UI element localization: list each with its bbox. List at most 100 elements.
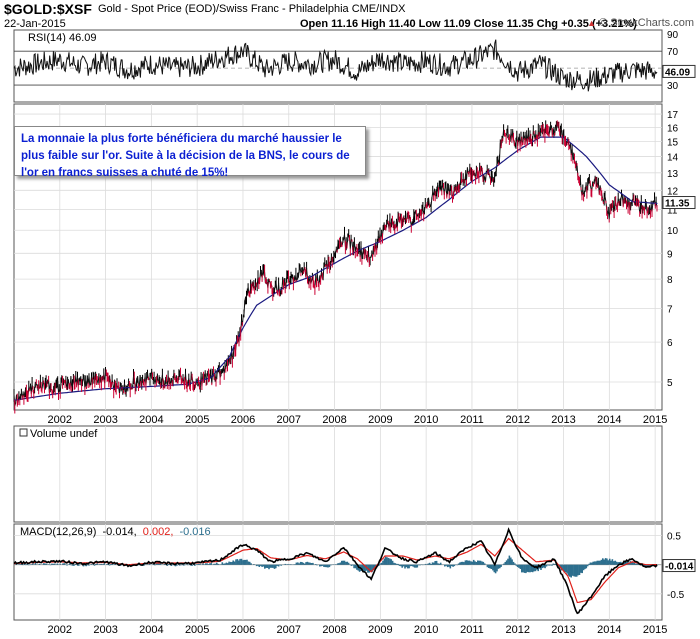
rsi-y-tick-label: 90	[667, 30, 679, 41]
histogram-bar	[242, 560, 244, 565]
histogram-bar	[308, 562, 310, 565]
histogram-bar	[486, 564, 489, 568]
histogram-bar	[235, 559, 237, 565]
histogram-bar	[31, 563, 34, 565]
histogram-bar	[233, 561, 236, 565]
histogram-bar	[424, 563, 427, 565]
histogram-bar	[573, 564, 575, 577]
histogram-bar	[306, 561, 309, 565]
histogram-bar	[273, 564, 276, 569]
histogram-bar	[303, 563, 306, 565]
stockcharts-logo-icon: ▲	[587, 18, 597, 28]
histogram-bar	[589, 562, 592, 565]
histogram-bar	[581, 564, 583, 574]
histogram-bar	[302, 562, 305, 565]
histogram-bar	[448, 564, 450, 567]
histogram-bar	[617, 562, 619, 565]
histogram-bar	[633, 562, 636, 565]
histogram-bar	[394, 563, 397, 565]
histogram-bar	[586, 564, 589, 567]
histogram-bar	[111, 563, 114, 565]
histogram-bar	[107, 563, 109, 565]
histogram-bar	[614, 560, 616, 565]
histogram-bar	[389, 558, 391, 565]
rsi-line	[13, 39, 658, 92]
histogram-bar	[481, 561, 483, 565]
histogram-bar	[328, 564, 331, 568]
histogram-bar	[471, 561, 474, 565]
histogram-bar	[493, 564, 496, 573]
macd-panel: 0.5 -0.5 2002 2003 2004 2005 2006 2007 2008 2009…	[13, 523, 696, 636]
ohlc-summary: Open 11.16 High 11.40 Low 11.09 Close 11…	[300, 18, 637, 30]
histogram-bar	[27, 564, 30, 566]
stockcharts-credit[interactable]: ▲ © StockCharts.com	[587, 17, 694, 29]
histogram-bar	[237, 560, 240, 565]
price-y-tick-label: 16	[667, 123, 679, 134]
histogram-bar	[600, 559, 603, 565]
histogram-bar	[187, 564, 189, 566]
histogram-bar	[549, 564, 552, 566]
price-x-tick-label: 2002	[48, 414, 72, 426]
histogram-bar	[261, 564, 263, 567]
histogram-bar	[397, 563, 399, 565]
rsi-y-tick-label: 30	[667, 81, 679, 92]
histogram-bar	[202, 563, 204, 565]
macd-x-tick-label: 2013	[551, 624, 575, 636]
price-y-tick-label: 12	[667, 186, 679, 197]
histogram-bar	[210, 563, 213, 565]
histogram-bar	[526, 564, 528, 572]
price-x-tick-label: 2013	[551, 414, 575, 426]
histogram-bar	[595, 561, 597, 565]
price-x-tick-label: 2005	[185, 414, 209, 426]
macd-y-tick-label: 0.5	[667, 532, 681, 543]
histogram-bar	[400, 564, 402, 567]
histogram-bar	[240, 558, 243, 565]
volume-legend-swatch	[19, 428, 28, 437]
histogram-bar	[154, 564, 156, 566]
histogram-bar	[259, 564, 262, 566]
histogram-bar	[266, 564, 269, 568]
histogram-bar	[444, 564, 446, 567]
histogram-bar	[648, 564, 651, 567]
macd-value: -0.014,	[102, 526, 136, 538]
last-value-text: 46.09	[665, 67, 690, 78]
histogram-bar	[44, 563, 46, 565]
histogram-bar	[527, 564, 530, 573]
histogram-bar	[85, 564, 87, 567]
histogram-bar	[56, 563, 59, 565]
histogram-bar	[439, 562, 442, 565]
histogram-bar	[567, 564, 570, 576]
histogram-bar	[62, 563, 64, 565]
histogram-bar	[236, 559, 239, 565]
price-y-tick-label: 6	[667, 338, 673, 349]
histogram-bar	[474, 561, 476, 565]
macd-x-tick-label: 2006	[231, 624, 255, 636]
histogram-bar	[262, 564, 265, 567]
rsi-y-tick-label: 70	[667, 47, 679, 58]
histogram-bar	[395, 563, 398, 565]
histogram-bar	[279, 564, 281, 566]
histogram-bar	[461, 561, 464, 565]
histogram-bar	[416, 564, 419, 568]
histogram-bar	[106, 564, 108, 565]
histogram-bar	[167, 564, 170, 565]
histogram-bar	[330, 564, 332, 566]
histogram-bar	[364, 564, 366, 572]
histogram-bar	[224, 563, 226, 565]
histogram-bar	[552, 563, 555, 565]
histogram-bar	[635, 563, 637, 565]
histogram-bar	[459, 562, 461, 565]
histogram-bar	[341, 560, 343, 565]
chart-symbol: $GOLD:$XSF	[4, 1, 92, 17]
histogram-bar	[276, 564, 278, 566]
histogram-bar	[570, 564, 572, 578]
histogram-bar	[522, 564, 524, 573]
histogram-bar	[350, 564, 353, 566]
histogram-bar	[209, 563, 211, 565]
histogram-bar	[406, 564, 409, 569]
histogram-bar	[610, 560, 612, 565]
histogram-bar	[431, 562, 434, 565]
histogram-bar	[463, 562, 465, 565]
histogram-bar	[99, 564, 101, 565]
price-x-tick-label: 2003	[93, 414, 117, 426]
